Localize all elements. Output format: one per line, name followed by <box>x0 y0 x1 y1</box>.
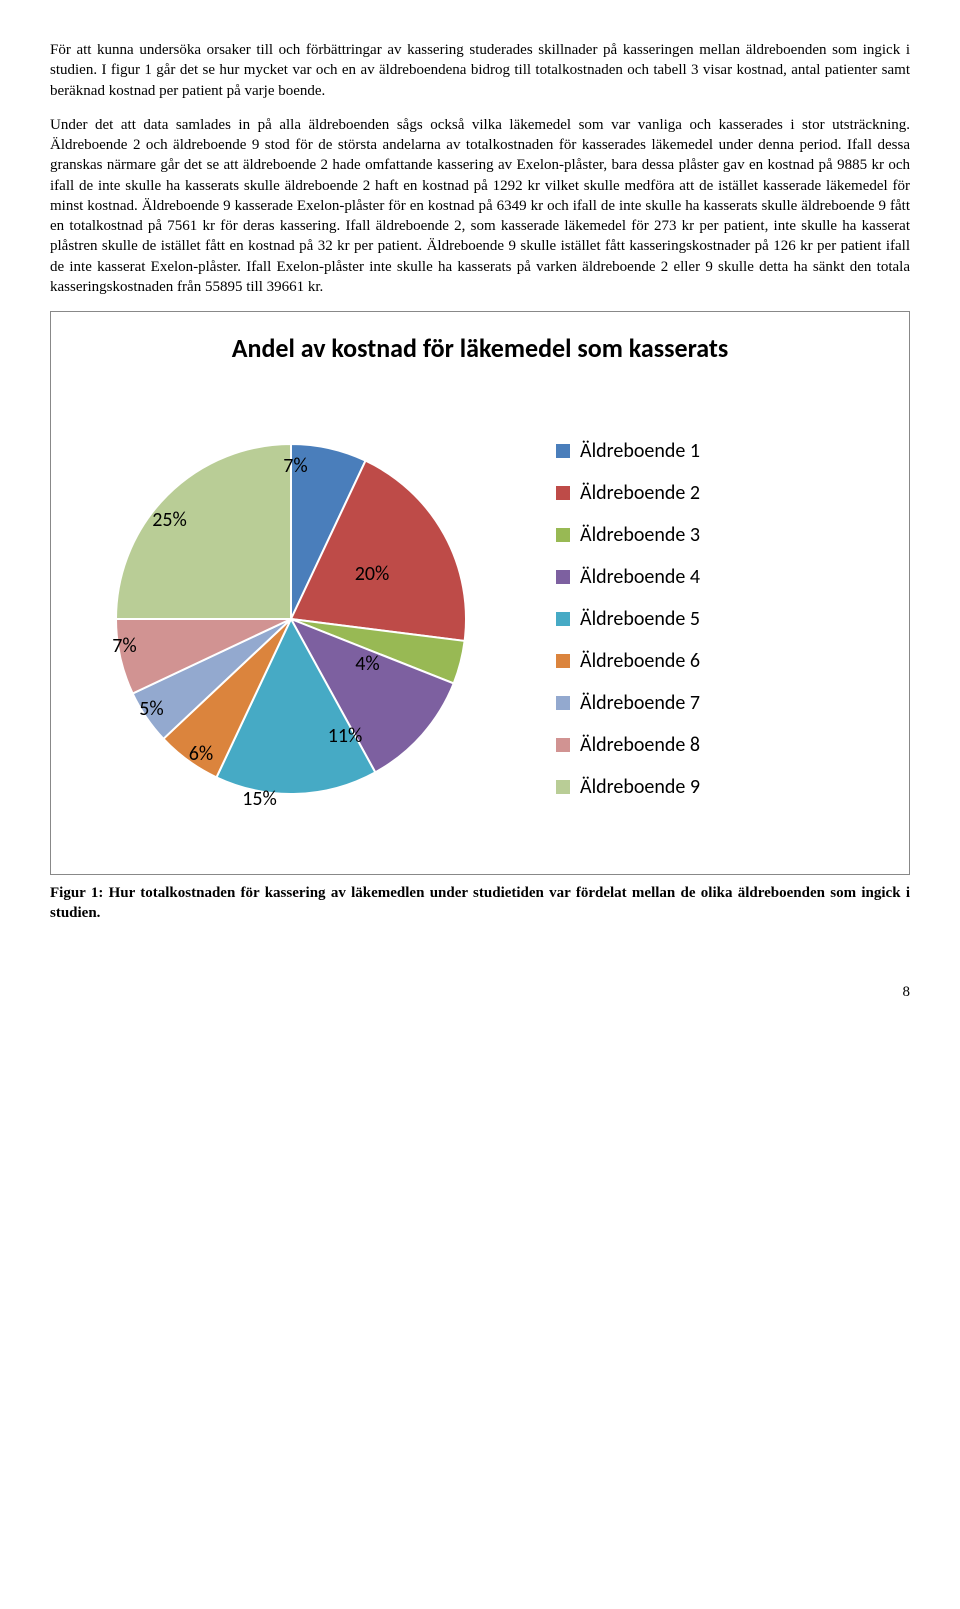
legend-label-4: Äldreboende 4 <box>580 565 700 589</box>
legend-label-3: Äldreboende 3 <box>580 523 700 547</box>
legend-item-3: Äldreboende 3 <box>556 523 700 547</box>
legend-swatch-7 <box>556 696 570 710</box>
chart-legend: Äldreboende 1 Äldreboende 2 Äldreboende 3 Ä… <box>556 439 700 799</box>
legend-swatch-2 <box>556 486 570 500</box>
legend-swatch-8 <box>556 738 570 752</box>
legend-item-7: Äldreboende 7 <box>556 691 700 715</box>
legend-item-1: Äldreboende 1 <box>556 439 700 463</box>
pie-slice-label-3: 4% <box>355 652 379 676</box>
chart-title: Andel av kostnad för läkemedel som kasse… <box>66 332 894 364</box>
legend-item-8: Äldreboende 8 <box>556 733 700 757</box>
pie-slice-label-2: 20% <box>355 562 390 586</box>
pie-slice-label-4: 11% <box>328 724 363 748</box>
page-number: 8 <box>50 984 910 1001</box>
pie-slice-label-5: 15% <box>242 787 277 811</box>
legend-swatch-9 <box>556 780 570 794</box>
pie-slice-label-8: 7% <box>112 634 136 658</box>
legend-label-7: Äldreboende 7 <box>580 691 700 715</box>
pie-slice-9 <box>116 444 291 619</box>
legend-label-9: Äldreboende 9 <box>580 775 700 799</box>
pie-slice-label-1: 7% <box>283 454 307 478</box>
legend-swatch-1 <box>556 444 570 458</box>
legend-label-5: Äldreboende 5 <box>580 607 700 631</box>
legend-label-8: Äldreboende 8 <box>580 733 700 757</box>
legend-label-6: Äldreboende 6 <box>580 649 700 673</box>
legend-item-4: Äldreboende 4 <box>556 565 700 589</box>
chart-body: 7%20%4%11%15%6%5%7%25% Äldreboende 1Äldr… <box>66 394 894 844</box>
legend-item-2: Äldreboende 2 <box>556 481 700 505</box>
legend-item-5: Äldreboende 5 <box>556 607 700 631</box>
legend-item-9: Äldreboende 9 <box>556 775 700 799</box>
pie-chart-container: Andel av kostnad för läkemedel som kasse… <box>50 311 910 875</box>
legend-swatch-5 <box>556 612 570 626</box>
legend-swatch-6 <box>556 654 570 668</box>
pie-slice-label-7: 5% <box>139 697 163 721</box>
pie-chart: 7% 20% 4% 11% 15% 6% 5% 7% 25% <box>66 394 516 844</box>
legend-swatch-4 <box>556 570 570 584</box>
legend-label-2: Äldreboende 2 <box>580 481 700 505</box>
body-paragraph-2: Under det att data samlades in på alla ä… <box>50 115 910 297</box>
pie-slice-label-9: 25% <box>152 508 187 532</box>
legend-label-1: Äldreboende 1 <box>580 439 700 463</box>
legend-item-6: Äldreboende 6 <box>556 649 700 673</box>
figure-caption: Figur 1: Hur totalkostnaden för kasserin… <box>50 883 910 924</box>
body-paragraph-1: För att kunna undersöka orsaker till och… <box>50 40 910 101</box>
legend-swatch-3 <box>556 528 570 542</box>
pie-slice-label-6: 6% <box>189 742 213 766</box>
